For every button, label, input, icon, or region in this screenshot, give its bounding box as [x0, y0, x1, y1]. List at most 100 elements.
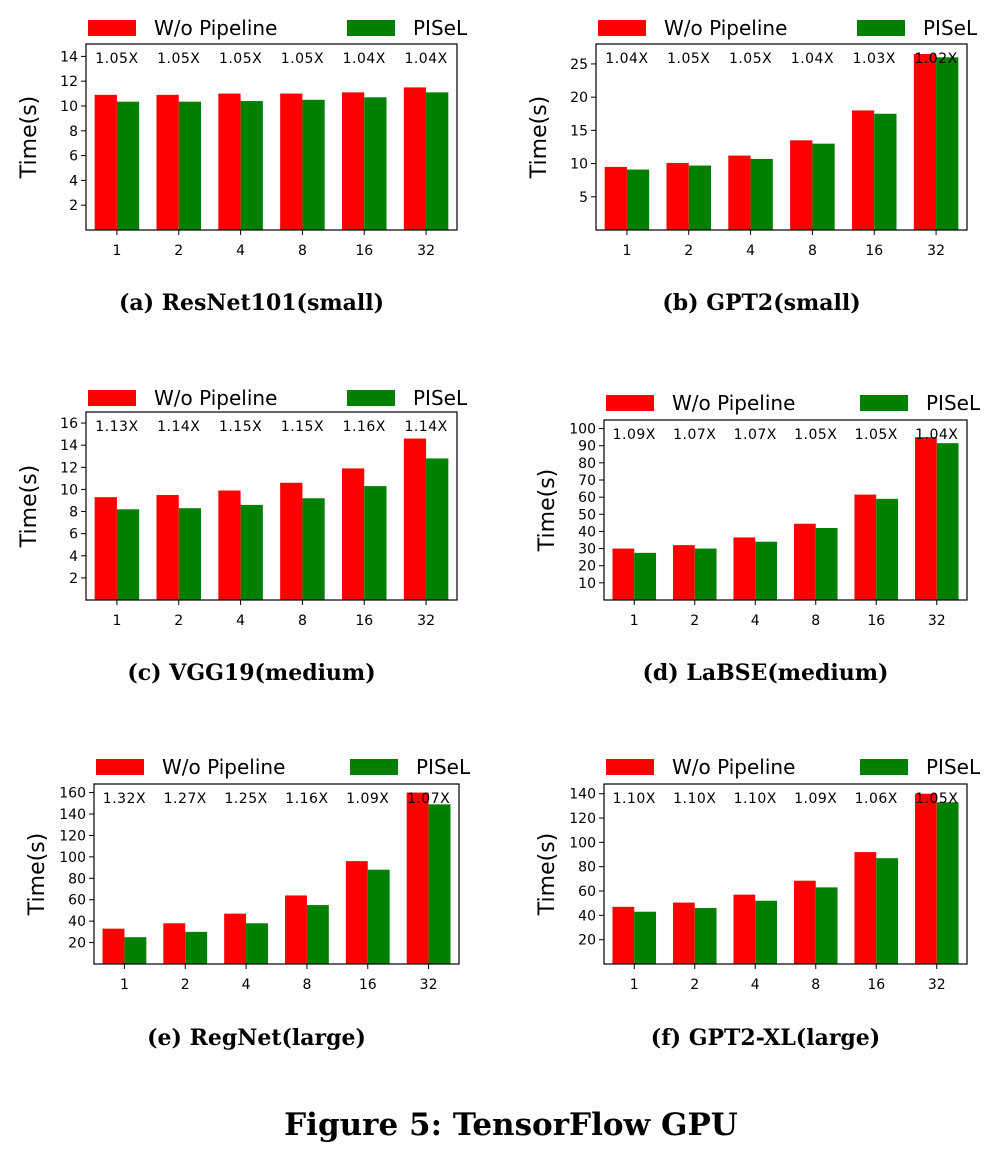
legend-label-pisel: PISeL: [413, 16, 468, 40]
x-tick-label: 1: [112, 613, 121, 629]
subfigure-caption: (c) VGG19(medium): [127, 660, 375, 686]
x-tick-label: 8: [811, 977, 820, 993]
bar-pisel: [178, 101, 202, 230]
bar-pisel: [876, 498, 899, 600]
plot-frame: [595, 43, 968, 231]
bar-pisel: [755, 541, 778, 600]
bar-pisel: [426, 92, 449, 230]
y-tick-label: 90: [578, 439, 596, 455]
speedup-label: 1.07X: [734, 427, 777, 443]
bar-pisel: [364, 486, 387, 600]
legend-swatch-pisel: [860, 759, 908, 775]
bar-wo-pipeline: [94, 497, 117, 600]
y-tick-label: 120: [569, 811, 596, 827]
speedup-label: 1.04X: [343, 51, 386, 67]
x-tick-label: 16: [359, 977, 377, 993]
speedup-label: 1.15X: [219, 419, 262, 435]
x-tick-label: 32: [417, 243, 435, 259]
y-tick-label: 60: [578, 490, 596, 506]
legend-label-wo-pipeline: W/o Pipeline: [672, 391, 795, 415]
plot-frame: [85, 43, 458, 231]
bar-pisel: [936, 802, 959, 964]
y-tick-label: 20: [578, 559, 596, 575]
x-tick-label: 1: [630, 977, 639, 993]
bar-wo-pipeline: [218, 490, 241, 600]
x-tick-label: 1: [622, 243, 631, 259]
speedup-label: 1.16X: [285, 791, 328, 807]
bar-pisel: [185, 931, 208, 964]
bar-pisel: [876, 858, 899, 964]
speedup-label: 1.05X: [667, 51, 710, 67]
y-tick-label: 8: [69, 124, 78, 140]
y-tick-label: 4: [69, 549, 78, 565]
speedup-label: 1.07X: [673, 427, 716, 443]
bar-wo-pipeline: [345, 861, 368, 964]
speedup-label: 1.06X: [855, 791, 898, 807]
bar-wo-pipeline: [914, 437, 937, 600]
plot-frame: [93, 783, 460, 965]
legend-swatch-pisel: [347, 20, 395, 36]
speedup-label: 1.10X: [613, 791, 656, 807]
x-tick-label: 4: [242, 977, 251, 993]
legend-label-pisel: PISeL: [926, 755, 981, 779]
bar-pisel: [116, 509, 140, 600]
x-tick-label: 2: [690, 977, 699, 993]
chart-panel: 5 10 15 20 25 1 2 4 8 16 32 1.04X 1.05X 1.05X 1.04X 1.0…: [527, 16, 978, 316]
bar-pisel: [750, 158, 773, 230]
legend-swatch-pisel: [860, 395, 908, 411]
x-tick-label: 4: [236, 613, 245, 629]
bar-pisel: [688, 165, 712, 230]
bar-pisel: [240, 504, 263, 600]
y-tick-label: 80: [68, 871, 86, 887]
x-tick-label: 32: [417, 613, 435, 629]
bar-wo-pipeline: [612, 906, 635, 964]
speedup-label: 1.02X: [914, 51, 957, 67]
x-tick-label: 16: [867, 977, 885, 993]
y-axis-label: Time(s): [535, 833, 560, 916]
bar-wo-pipeline: [163, 923, 186, 964]
bar-wo-pipeline: [854, 852, 877, 964]
bar-wo-pipeline: [728, 155, 751, 230]
speedup-label: 1.04X: [605, 51, 648, 67]
x-tick-label: 16: [355, 613, 373, 629]
bar-wo-pipeline: [672, 902, 695, 964]
y-tick-label: 60: [68, 893, 86, 909]
x-tick-label: 32: [420, 977, 438, 993]
bar-wo-pipeline: [793, 880, 816, 964]
bar-wo-pipeline: [285, 895, 307, 964]
bar-pisel: [306, 905, 329, 964]
speedup-label: 1.05X: [281, 51, 324, 67]
bar-pisel: [815, 887, 838, 964]
y-tick-label: 40: [578, 908, 596, 924]
y-tick-label: 100: [59, 850, 86, 866]
x-tick-label: 2: [690, 613, 699, 629]
bar-wo-pipeline: [666, 162, 689, 230]
x-tick-label: 16: [867, 613, 885, 629]
bar-wo-pipeline: [793, 523, 816, 600]
y-tick-label: 12: [60, 74, 78, 90]
bar-pisel: [428, 804, 451, 964]
y-tick-label: 14: [60, 49, 78, 65]
y-tick-label: 25: [570, 57, 588, 73]
y-tick-label: 80: [578, 456, 596, 472]
y-tick-label: 14: [60, 438, 78, 454]
bar-pisel: [116, 101, 140, 230]
bar-wo-pipeline: [790, 140, 813, 230]
bar-wo-pipeline: [94, 94, 117, 230]
legend-swatch-pisel: [857, 20, 905, 36]
bar-pisel: [178, 508, 202, 600]
figure-caption: Figure 5: TensorFlow GPU: [284, 1107, 738, 1143]
y-tick-label: 60: [578, 884, 596, 900]
bar-wo-pipeline: [672, 545, 695, 600]
legend-label-wo-pipeline: W/o Pipeline: [664, 16, 787, 40]
speedup-label: 1.05X: [729, 51, 772, 67]
bar-wo-pipeline: [341, 468, 365, 600]
bar-pisel: [755, 900, 778, 964]
y-tick-label: 20: [570, 90, 588, 106]
bar-wo-pipeline: [854, 494, 877, 600]
y-tick-label: 15: [570, 123, 588, 139]
legend-swatch-wo-pipeline: [88, 20, 136, 36]
bar-pisel: [240, 101, 263, 230]
